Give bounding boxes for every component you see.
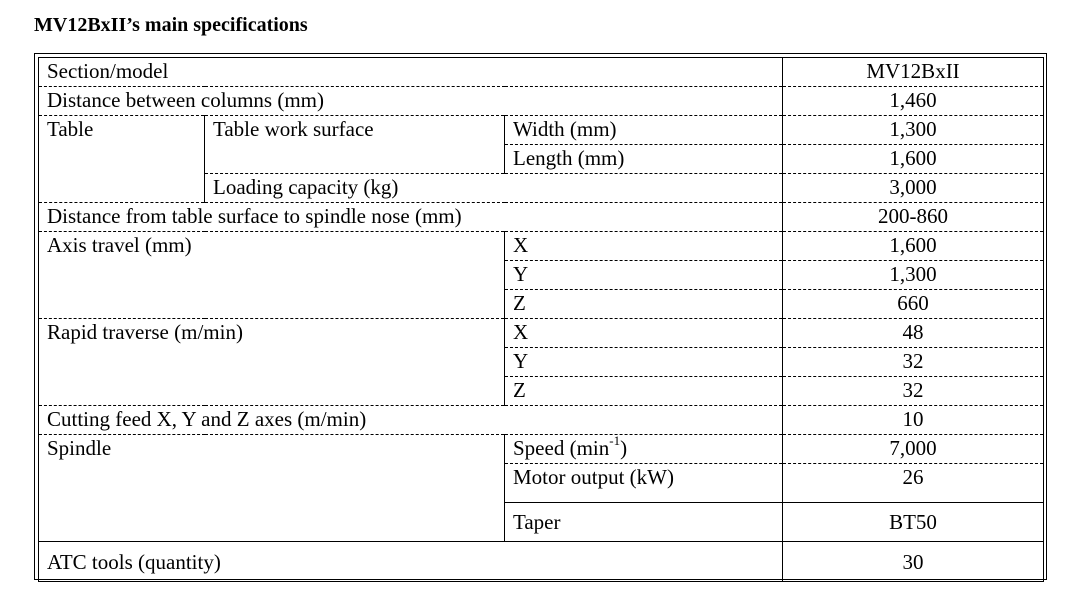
- rapid-traverse-x-label: X: [503, 318, 784, 348]
- spindle-taper-label: Taper: [503, 502, 784, 542]
- row-label-distance-columns: Distance between columns (mm): [37, 86, 784, 116]
- spindle-speed-label-close: ): [620, 436, 628, 460]
- table-row: Length (mm) 1,600: [39, 144, 1045, 174]
- spindle-taper-label-text: Taper: [513, 510, 561, 534]
- spindle-taper-value: BT50: [782, 502, 1045, 542]
- distance-spindle-value: 200-860: [782, 202, 1045, 232]
- row-label-table: Table: [38, 115, 205, 203]
- table-row: ATC tools (quantity) 30: [37, 541, 1045, 582]
- axis-travel-y-value: 1,300: [782, 260, 1045, 290]
- row-label-table-work-surface: Table work surface: [204, 115, 505, 174]
- rapid-traverse-z-value: 32: [782, 376, 1045, 406]
- table-row: Taper BT50: [39, 502, 1045, 542]
- cutting-feed-value: 10: [782, 405, 1045, 435]
- axis-travel-z-label: Z: [503, 289, 784, 319]
- table-length-value: 1,600: [782, 144, 1045, 174]
- table-row: Axis travel (mm) X 1,600: [38, 231, 1045, 319]
- table-row: Distance from table surface to spindle n…: [37, 202, 1045, 232]
- axis-travel-y-label: Y: [503, 260, 784, 290]
- row-label-axis-travel: Axis travel (mm): [38, 231, 505, 319]
- spindle-speed-label: Speed (min-1): [503, 434, 784, 464]
- spindle-motor-value: 26: [782, 463, 1045, 503]
- table-row: Y 32: [39, 347, 1045, 377]
- table-width-value: 1,300: [782, 115, 1045, 145]
- spindle-speed-label-text: Speed (min: [513, 436, 610, 460]
- table-row: Rapid traverse (m/min) X 48: [38, 318, 1045, 406]
- axis-travel-x-value: 1,600: [782, 231, 1045, 261]
- atc-tools-value: 30: [782, 541, 1045, 582]
- rapid-traverse-y-value: 32: [782, 347, 1045, 377]
- row-label-loading-capacity: Loading capacity (kg): [203, 173, 784, 203]
- rapid-traverse-z-label: Z: [503, 376, 784, 406]
- row-label-section-model: Section/model: [37, 57, 784, 87]
- row-label-spindle: Spindle: [38, 434, 505, 542]
- model-name-value: MV12BxII: [782, 57, 1045, 87]
- row-label-length: Length (mm): [503, 144, 784, 174]
- table-row: Loading capacity (kg) 3,000: [39, 173, 1045, 203]
- table-row: Table Table work surface Width (mm) 1,30…: [38, 115, 1045, 203]
- table-row: Section/model MV12BxII: [37, 57, 1045, 87]
- loading-capacity-value: 3,000: [782, 173, 1045, 203]
- table-row: Distance between columns (mm) 1,460: [37, 86, 1045, 116]
- specifications-table: Section/model MV12BxII Distance between …: [37, 57, 1045, 582]
- row-label-rapid-traverse: Rapid traverse (m/min): [38, 318, 505, 406]
- table-row: Spindle Speed (min-1) 7,000: [38, 434, 1045, 542]
- spindle-speed-value: 7,000: [782, 434, 1045, 464]
- row-label-distance-spindle: Distance from table surface to spindle n…: [37, 202, 784, 232]
- table-row: Cutting feed X, Y and Z axes (m/min) 10: [37, 405, 1045, 435]
- distance-columns-value: 1,460: [782, 86, 1045, 116]
- row-label-cutting-feed: Cutting feed X, Y and Z axes (m/min): [37, 405, 784, 435]
- rapid-traverse-x-value: 48: [782, 318, 1045, 348]
- row-label-atc-tools: ATC tools (quantity): [37, 541, 784, 582]
- table-row: Motor output (kW) 26: [39, 463, 1045, 503]
- axis-travel-x-label: X: [503, 231, 784, 261]
- spindle-taper-value-text: BT50: [889, 510, 937, 534]
- spindle-speed-exponent: -1: [609, 434, 621, 448]
- axis-travel-z-value: 660: [782, 289, 1045, 319]
- table-row: Y 1,300: [39, 260, 1045, 290]
- spindle-motor-label: Motor output (kW): [503, 463, 784, 503]
- row-label-width: Width (mm): [503, 115, 784, 145]
- page-title: MV12BxII’s main specifications: [34, 14, 308, 36]
- rapid-traverse-y-label: Y: [503, 347, 784, 377]
